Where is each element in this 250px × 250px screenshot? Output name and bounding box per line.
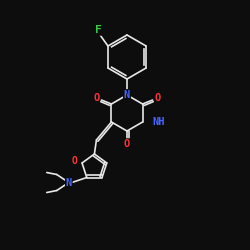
Text: O: O <box>154 93 161 103</box>
Text: O: O <box>154 93 161 103</box>
Text: F: F <box>94 25 101 35</box>
Text: N: N <box>66 178 72 188</box>
Text: O: O <box>124 139 130 149</box>
Text: O: O <box>72 156 78 166</box>
Text: O: O <box>72 156 78 166</box>
Text: O: O <box>93 93 100 103</box>
Text: NH: NH <box>152 117 164 127</box>
Text: O: O <box>124 139 130 149</box>
Text: N: N <box>66 178 72 188</box>
Text: N: N <box>124 90 130 100</box>
Text: N: N <box>124 90 130 100</box>
Text: F: F <box>94 25 101 35</box>
Text: O: O <box>93 93 100 103</box>
Text: N: N <box>124 90 130 100</box>
Text: NH: NH <box>152 117 165 127</box>
